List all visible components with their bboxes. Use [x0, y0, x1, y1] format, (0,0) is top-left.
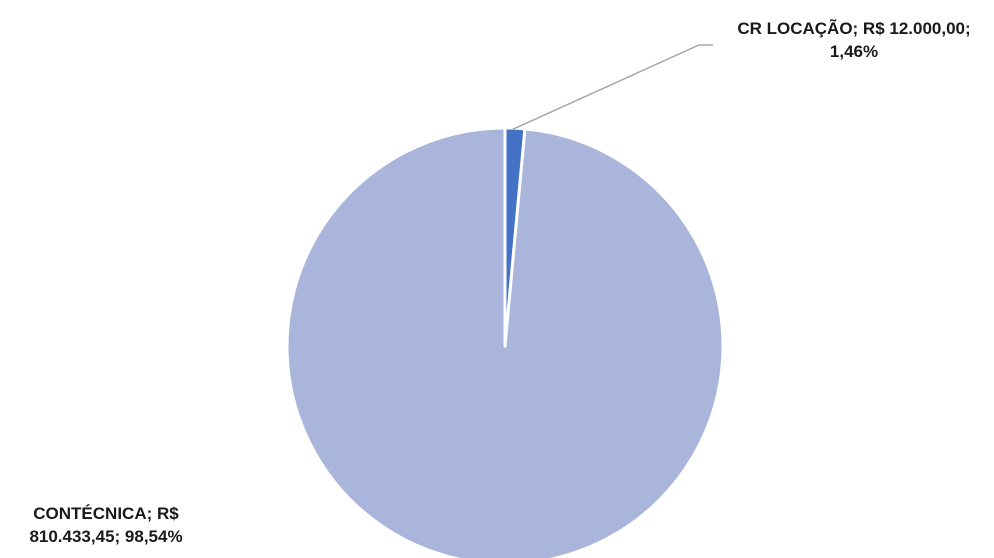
- leader-line-cr-locacao: [512, 44, 713, 130]
- data-label-line: CONTÉCNICA; R$: [33, 504, 179, 523]
- pie-slice-1: [285, 126, 725, 558]
- pie-slices: [285, 126, 725, 558]
- data-label-line: 1,46%: [829, 42, 879, 61]
- leader-lines: [512, 44, 713, 130]
- data-label-line: 810.433,45; 98,54%: [29, 527, 183, 546]
- data-label-line: CR LOCAÇÃO; R$ 12.000,00;: [737, 19, 971, 38]
- data-label-contecnica: CONTÉCNICA; R$ 810.433,45; 98,54%: [6, 502, 206, 548]
- data-label-cr-locacao: CR LOCAÇÃO; R$ 12.000,00; 1,46%: [704, 17, 994, 63]
